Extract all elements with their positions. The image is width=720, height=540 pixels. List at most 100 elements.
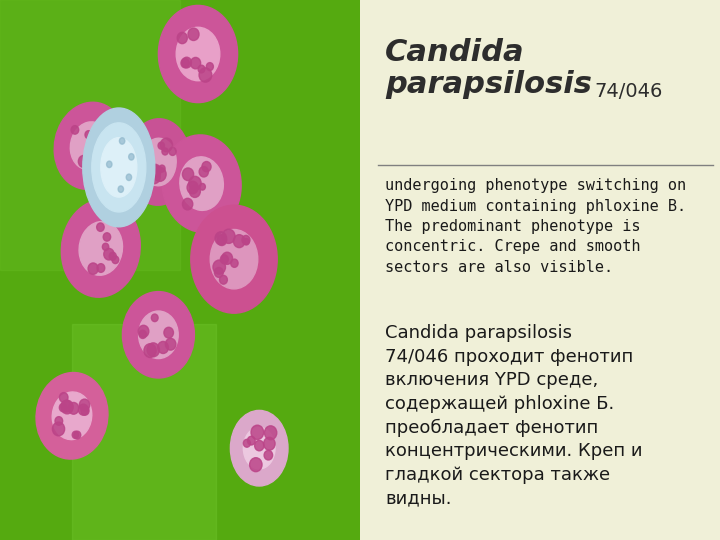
Ellipse shape (145, 147, 151, 154)
Ellipse shape (189, 176, 201, 190)
Ellipse shape (72, 431, 78, 438)
Bar (0, 0, 180, 270)
Ellipse shape (84, 155, 93, 166)
Ellipse shape (162, 135, 241, 232)
Ellipse shape (243, 440, 251, 447)
Ellipse shape (264, 437, 275, 450)
Ellipse shape (217, 235, 227, 246)
Ellipse shape (202, 161, 211, 172)
Ellipse shape (199, 68, 212, 82)
Ellipse shape (138, 325, 149, 338)
Ellipse shape (162, 148, 168, 155)
Ellipse shape (92, 123, 145, 212)
Ellipse shape (220, 255, 228, 264)
Ellipse shape (79, 221, 122, 275)
Ellipse shape (126, 119, 191, 205)
Text: 74/046: 74/046 (594, 82, 662, 101)
Ellipse shape (181, 58, 189, 68)
Ellipse shape (198, 65, 205, 73)
Ellipse shape (112, 256, 119, 264)
Ellipse shape (169, 147, 176, 156)
Ellipse shape (55, 417, 63, 426)
Ellipse shape (36, 373, 108, 459)
Ellipse shape (199, 184, 205, 190)
Ellipse shape (158, 5, 238, 103)
Ellipse shape (118, 186, 124, 192)
Ellipse shape (215, 232, 227, 245)
Bar (72, 324, 216, 540)
Ellipse shape (188, 28, 199, 40)
Ellipse shape (248, 436, 255, 445)
Ellipse shape (103, 233, 111, 241)
Ellipse shape (68, 402, 78, 414)
Ellipse shape (140, 138, 176, 186)
Ellipse shape (151, 314, 158, 322)
Ellipse shape (102, 243, 109, 251)
Ellipse shape (85, 131, 92, 139)
Ellipse shape (199, 166, 209, 177)
Ellipse shape (129, 153, 134, 160)
Ellipse shape (74, 431, 81, 439)
Ellipse shape (61, 400, 73, 414)
Ellipse shape (264, 426, 276, 440)
Ellipse shape (101, 138, 137, 197)
Ellipse shape (99, 121, 110, 134)
Ellipse shape (189, 185, 200, 198)
Ellipse shape (83, 108, 155, 227)
Ellipse shape (255, 440, 264, 451)
Ellipse shape (79, 399, 90, 411)
Ellipse shape (230, 259, 238, 267)
Ellipse shape (53, 392, 91, 440)
Ellipse shape (187, 181, 198, 194)
Ellipse shape (107, 161, 112, 167)
Ellipse shape (222, 229, 235, 244)
Ellipse shape (138, 144, 150, 156)
Ellipse shape (138, 311, 179, 359)
Ellipse shape (182, 168, 194, 180)
Ellipse shape (220, 275, 228, 284)
Ellipse shape (158, 341, 168, 354)
Ellipse shape (251, 425, 264, 440)
Ellipse shape (233, 235, 245, 248)
Ellipse shape (60, 393, 68, 402)
Ellipse shape (153, 167, 166, 181)
Ellipse shape (161, 138, 173, 152)
Ellipse shape (59, 403, 67, 412)
Ellipse shape (182, 57, 192, 68)
Ellipse shape (88, 263, 98, 274)
Ellipse shape (264, 450, 273, 460)
Text: undergoing phenotype switching on
YPD medium containing phloxine B.
The predomin: undergoing phenotype switching on YPD me… (385, 178, 686, 275)
Ellipse shape (182, 198, 193, 210)
Ellipse shape (149, 165, 159, 176)
Ellipse shape (243, 428, 275, 469)
Ellipse shape (164, 327, 174, 338)
Text: Candida parapsilosis
74/046 проходит фенотип
включения YPD среде,
содержащей phl: Candida parapsilosis 74/046 проходит фен… (385, 324, 643, 508)
Ellipse shape (180, 157, 223, 211)
Ellipse shape (222, 252, 233, 265)
Ellipse shape (71, 126, 78, 134)
Ellipse shape (120, 138, 125, 144)
Ellipse shape (91, 148, 100, 158)
Ellipse shape (147, 343, 159, 357)
Ellipse shape (54, 102, 126, 190)
Ellipse shape (81, 406, 89, 415)
Ellipse shape (243, 238, 249, 245)
Ellipse shape (158, 142, 164, 149)
Ellipse shape (71, 122, 109, 170)
Ellipse shape (97, 264, 105, 272)
Ellipse shape (104, 248, 114, 260)
Ellipse shape (149, 164, 161, 178)
Ellipse shape (191, 57, 201, 69)
Ellipse shape (145, 175, 153, 184)
Text: Candida
parapsilosis: Candida parapsilosis (385, 38, 592, 99)
Ellipse shape (96, 223, 104, 231)
Ellipse shape (109, 252, 117, 260)
Ellipse shape (139, 330, 146, 339)
Ellipse shape (159, 165, 165, 172)
Ellipse shape (210, 230, 258, 289)
Ellipse shape (230, 410, 288, 486)
Ellipse shape (148, 170, 161, 184)
Ellipse shape (78, 156, 89, 167)
Ellipse shape (87, 139, 94, 146)
Ellipse shape (126, 174, 132, 180)
